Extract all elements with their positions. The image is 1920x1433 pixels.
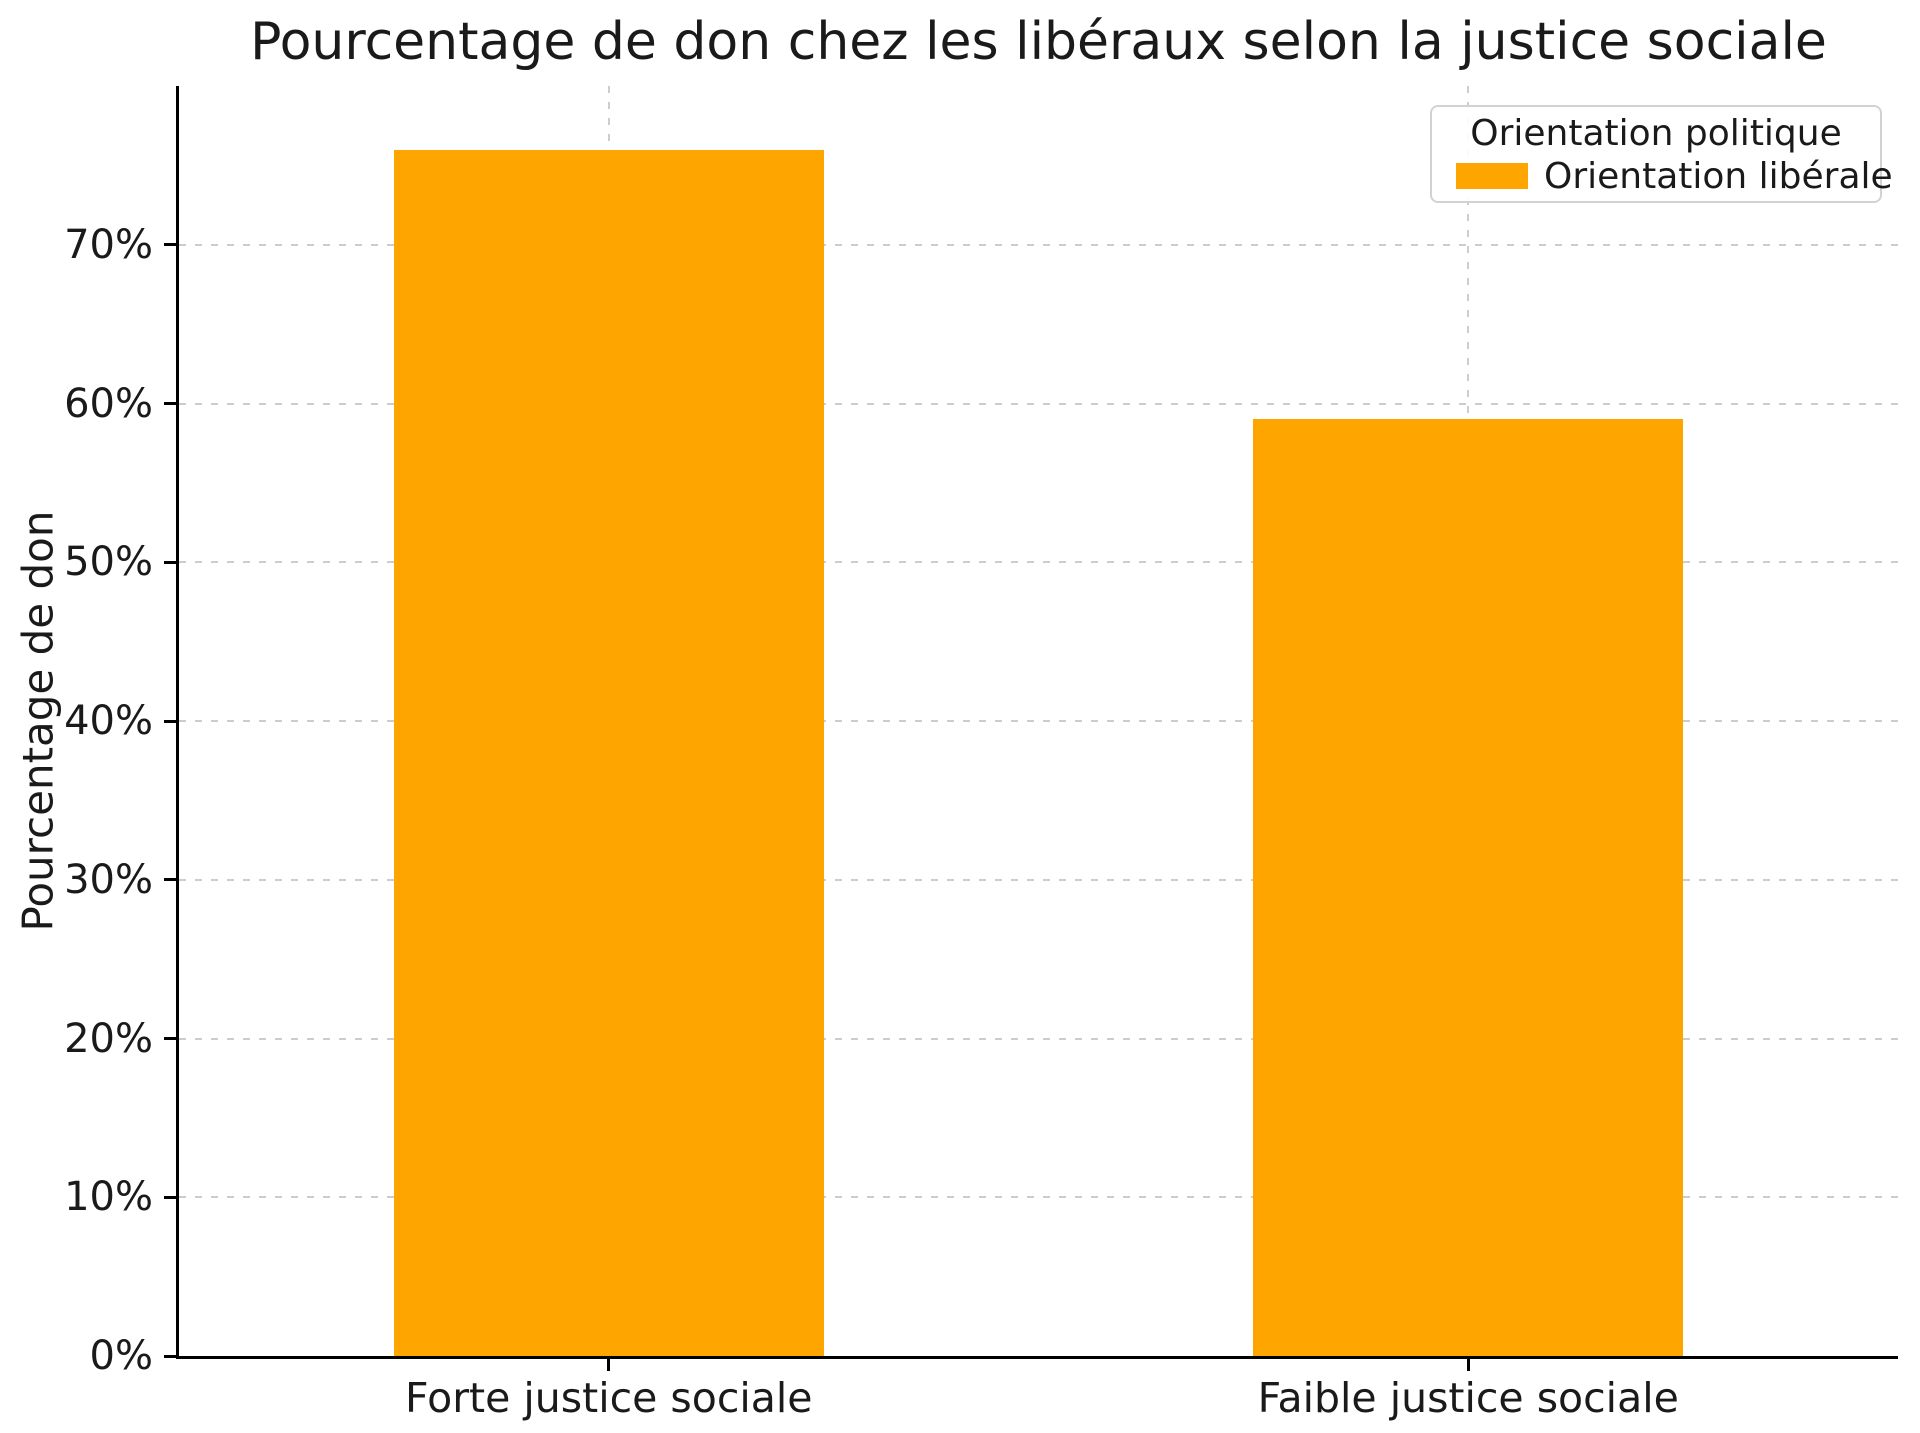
- x-tick-label: Faible justice sociale: [1257, 1374, 1679, 1422]
- y-tick-label: 30%: [64, 856, 153, 903]
- y-gridline: [179, 878, 1898, 881]
- y-tick-label: 10%: [64, 1174, 153, 1221]
- y-tick-mark: [164, 402, 176, 405]
- y-gridline: [179, 720, 1898, 722]
- x-tick-mark: [607, 1359, 611, 1371]
- y-gridline: [179, 1037, 1898, 1040]
- plot-area: 0% 10% 20% 30% 40% 50% 60% 70% Forte justice soc…: [64, 86, 1898, 1422]
- legend-swatch: [1456, 163, 1528, 189]
- chart-title: Pourcentage de don chez les libéraux sel…: [250, 12, 1827, 72]
- legend-title: Orientation politique: [1470, 113, 1842, 154]
- x-tick-label: Forte justice sociale: [404, 1374, 813, 1422]
- legend: Orientation politique Orientation libéra…: [1430, 105, 1893, 203]
- y-tick-mark: [164, 1037, 176, 1040]
- y-tick-label: 0%: [89, 1333, 153, 1379]
- y-gridline: [179, 1196, 1898, 1199]
- y-tick-mark: [164, 243, 176, 247]
- y-gridline: [179, 243, 1898, 246]
- x-axis-spine: [176, 1356, 1898, 1359]
- legend-entry-label: Orientation libérale: [1544, 155, 1893, 197]
- y-tick-label: 70%: [64, 221, 153, 268]
- y-tick-mark: [164, 719, 176, 723]
- y-tick-label: 60%: [64, 380, 153, 427]
- y-tick-mark: [164, 1354, 176, 1358]
- y-gridline: [179, 402, 1898, 405]
- bar: [1253, 419, 1684, 1356]
- bar: [393, 149, 824, 1356]
- y-tick-mark: [164, 878, 176, 882]
- y-axis-spine: [176, 86, 179, 1359]
- x-tick-mark: [1466, 1359, 1470, 1371]
- y-axis-label: Pourcentage de don: [13, 510, 63, 932]
- y-tick-mark: [164, 1195, 176, 1199]
- legend-entry: Orientation libérale: [1448, 155, 1893, 197]
- y-tick-label: 40%: [64, 698, 153, 744]
- y-tick-label: 50%: [64, 539, 153, 586]
- y-tick-mark: [164, 560, 176, 564]
- y-gridline: [179, 561, 1898, 564]
- y-tick-label: 20%: [64, 1015, 153, 1062]
